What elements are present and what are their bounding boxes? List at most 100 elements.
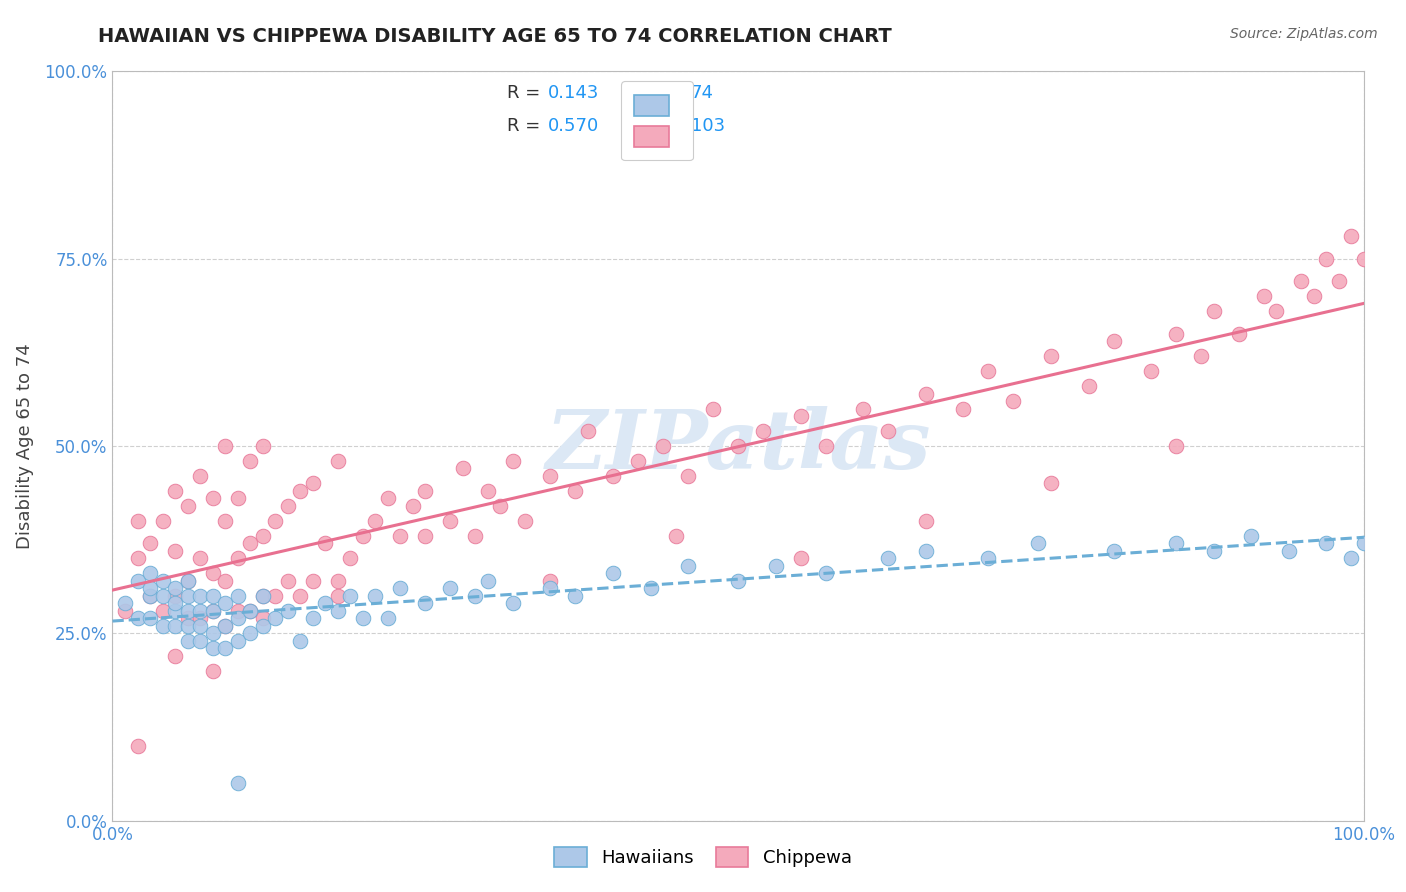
Point	[1240, 529, 1263, 543]
Point	[1164, 439, 1187, 453]
Point	[652, 439, 675, 453]
Point	[277, 604, 299, 618]
Point	[377, 611, 399, 625]
Point	[314, 596, 336, 610]
Point	[252, 439, 274, 453]
Point	[352, 529, 374, 543]
Point	[1278, 544, 1301, 558]
Point	[364, 514, 387, 528]
Point	[439, 514, 461, 528]
Point	[627, 454, 650, 468]
Y-axis label: Disability Age 65 to 74: Disability Age 65 to 74	[15, 343, 34, 549]
Point	[1164, 326, 1187, 341]
Point	[163, 582, 186, 596]
Point	[277, 574, 299, 588]
Point	[201, 604, 224, 618]
Point	[377, 491, 399, 506]
Point	[564, 589, 586, 603]
Point	[176, 574, 198, 588]
Point	[1302, 289, 1324, 303]
Text: 0.143: 0.143	[548, 84, 599, 102]
Point	[301, 476, 323, 491]
Point	[127, 574, 149, 588]
Point	[239, 604, 262, 618]
Point	[314, 536, 336, 550]
Point	[915, 514, 938, 528]
Point	[477, 574, 499, 588]
Point	[239, 604, 262, 618]
Point	[127, 739, 149, 753]
Point	[176, 604, 198, 618]
Text: ZIPatlas: ZIPatlas	[546, 406, 931, 486]
Point	[1164, 536, 1187, 550]
Point	[765, 558, 787, 573]
Text: 103: 103	[690, 118, 724, 136]
Point	[602, 566, 624, 581]
Point	[339, 589, 361, 603]
Point	[226, 604, 249, 618]
Point	[1102, 334, 1125, 348]
Point	[252, 589, 274, 603]
Legend: , : ,	[621, 81, 693, 161]
Point	[152, 589, 174, 603]
Point	[702, 401, 724, 416]
Point	[127, 551, 149, 566]
Point	[152, 619, 174, 633]
Point	[1291, 274, 1313, 288]
Point	[402, 499, 425, 513]
Point	[239, 626, 262, 640]
Point	[214, 619, 236, 633]
Point	[1327, 274, 1350, 288]
Point	[1227, 326, 1250, 341]
Text: R =: R =	[506, 118, 546, 136]
Point	[252, 611, 274, 625]
Point	[188, 604, 211, 618]
Point	[352, 611, 374, 625]
Point	[727, 574, 749, 588]
Point	[915, 386, 938, 401]
Point	[1189, 349, 1212, 363]
Point	[139, 582, 162, 596]
Point	[1340, 551, 1362, 566]
Point	[277, 499, 299, 513]
Point	[451, 461, 474, 475]
Point	[163, 648, 186, 663]
Point	[201, 589, 224, 603]
Point	[264, 611, 287, 625]
Point	[163, 544, 186, 558]
Point	[1315, 536, 1337, 550]
Point	[176, 633, 198, 648]
Point	[664, 529, 686, 543]
Point	[464, 529, 486, 543]
Point	[1028, 536, 1050, 550]
Point	[515, 514, 537, 528]
Point	[915, 544, 938, 558]
Point	[364, 589, 387, 603]
Point	[226, 633, 249, 648]
Point	[239, 536, 262, 550]
Point	[1039, 349, 1063, 363]
Point	[538, 469, 561, 483]
Point	[152, 574, 174, 588]
Point	[477, 483, 499, 498]
Point	[127, 611, 149, 625]
Point	[326, 574, 349, 588]
Text: HAWAIIAN VS CHIPPEWA DISABILITY AGE 65 TO 74 CORRELATION CHART: HAWAIIAN VS CHIPPEWA DISABILITY AGE 65 T…	[98, 27, 893, 45]
Point	[1140, 364, 1163, 378]
Point	[176, 574, 198, 588]
Point	[1340, 229, 1362, 244]
Point	[127, 514, 149, 528]
Point	[814, 566, 837, 581]
Point	[564, 483, 586, 498]
Point	[139, 611, 162, 625]
Point	[188, 551, 211, 566]
Point	[201, 641, 224, 656]
Point	[502, 454, 524, 468]
Point	[139, 589, 162, 603]
Text: R =: R =	[506, 84, 546, 102]
Text: 0.570: 0.570	[548, 118, 599, 136]
Point	[226, 551, 249, 566]
Point	[790, 551, 813, 566]
Point	[752, 424, 775, 438]
Text: 74: 74	[690, 84, 714, 102]
